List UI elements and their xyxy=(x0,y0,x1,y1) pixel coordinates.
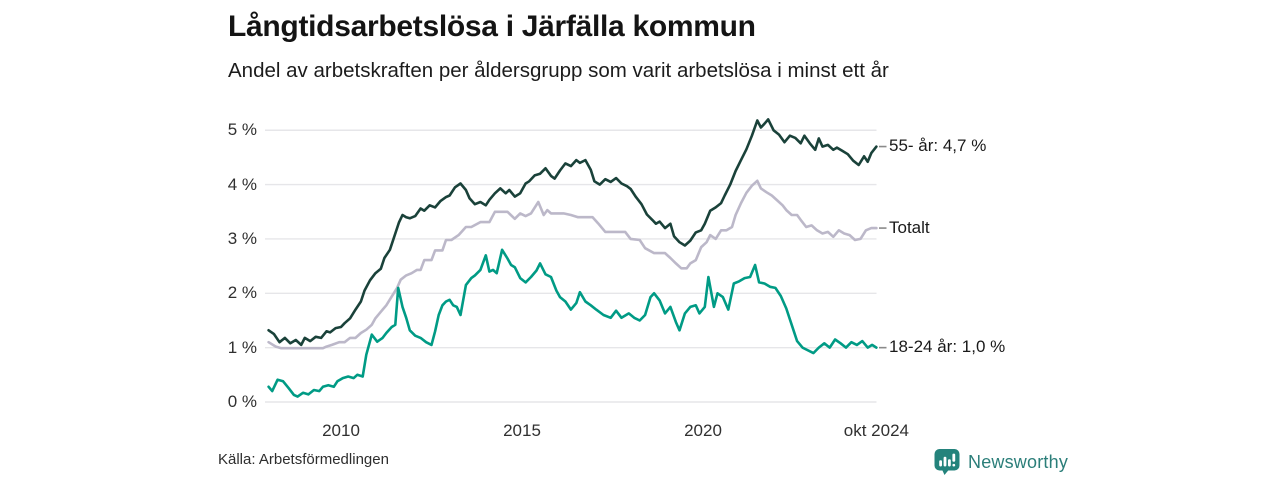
newsworthy-logo-icon xyxy=(934,449,960,475)
y-tick-label: 3 % xyxy=(227,228,257,248)
y-tick-label: 4 % xyxy=(227,174,257,194)
source-note: Källa: Arbetsförmedlingen xyxy=(218,451,389,468)
x-tick-label: 2020 xyxy=(684,421,722,440)
x-tick-label: 2015 xyxy=(503,421,541,440)
chart-title: Långtidsarbetslösa i Järfälla kommun xyxy=(228,10,756,43)
brand-lockup: Newsworthy xyxy=(934,448,1068,476)
series-end-label: 18-24 år: 1,0 % xyxy=(889,337,1006,357)
series-end-label: 55- år: 4,7 % xyxy=(889,136,987,156)
series-line-18-24-r xyxy=(267,248,878,398)
x-tick-label: 2010 xyxy=(322,421,360,440)
series-end-label: Totalt xyxy=(889,217,930,237)
y-tick-label: 0 % xyxy=(227,392,257,411)
y-tick-label: 5 % xyxy=(227,120,257,140)
x-tick-label: okt 2024 xyxy=(843,421,909,440)
chart-subtitle: Andel av arbetskraften per åldersgrupp s… xyxy=(228,59,889,82)
brand-name: Newsworthy xyxy=(968,451,1069,472)
y-tick-label: 2 % xyxy=(227,283,257,303)
series-line-55-r xyxy=(267,118,878,347)
series-line-totalt xyxy=(267,179,878,350)
y-tick-label: 1 % xyxy=(227,337,257,357)
